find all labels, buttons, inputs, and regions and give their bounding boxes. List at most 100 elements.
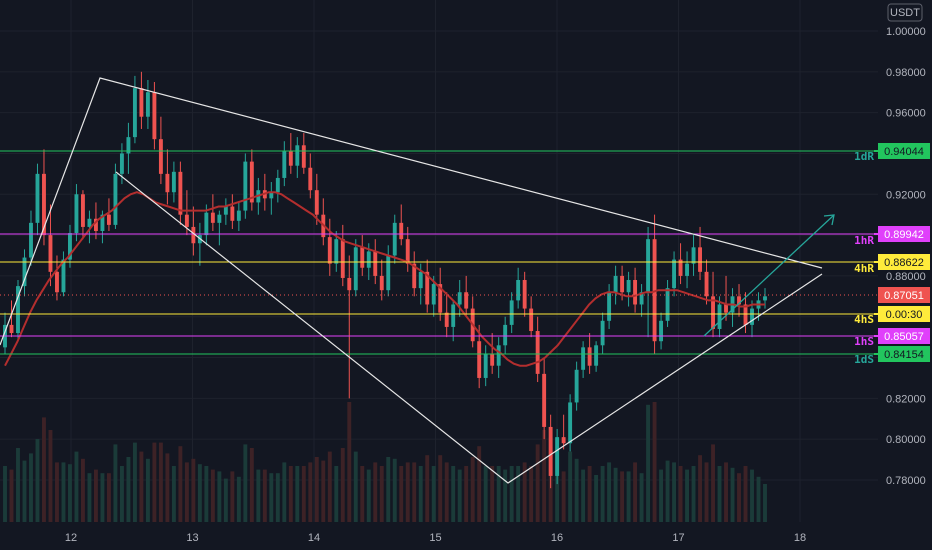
candle-body <box>334 239 339 264</box>
volume-bar <box>42 417 46 522</box>
volume-bar <box>587 466 592 522</box>
candle-body <box>301 145 306 168</box>
volume-bar <box>535 444 540 522</box>
candle-body <box>139 88 144 117</box>
candle-body <box>55 271 59 293</box>
level-badge <box>878 143 930 159</box>
candle-body <box>392 222 397 256</box>
volume-bar <box>509 466 514 522</box>
volume-bar <box>327 451 332 522</box>
candle-body <box>711 296 715 329</box>
candle-body <box>646 239 651 293</box>
candle-body <box>561 437 566 444</box>
candle-body <box>119 153 124 174</box>
volume-bar <box>425 455 430 522</box>
price-badges: 0.94044 0.89942 0.88622 0.00:30 0.85057 0.841… <box>874 143 930 362</box>
candle-body <box>412 263 417 289</box>
volume-bar <box>295 466 300 522</box>
level-badge-tick <box>874 313 878 315</box>
candle-body <box>698 247 702 272</box>
triangle-upper-drawing <box>0 77 823 346</box>
level-badge <box>878 328 930 344</box>
level-badge-value: 0.94044 <box>884 146 924 158</box>
volume-bar <box>243 444 248 522</box>
volume-bar <box>646 404 651 522</box>
y-tick-label: 0.98000 <box>886 67 926 79</box>
volume-bar <box>61 462 66 522</box>
candle-body <box>613 275 618 293</box>
volume-bar <box>360 466 365 522</box>
level-name-4hr: 4hR <box>854 262 874 275</box>
candle-body <box>418 271 423 289</box>
candle-body <box>204 212 209 236</box>
volume-bar <box>399 466 404 522</box>
candle-body <box>171 171 176 193</box>
candle-body <box>249 161 254 203</box>
candle-body <box>626 279 631 293</box>
volume-bar <box>314 457 319 522</box>
candle-body <box>93 218 98 232</box>
candle-body <box>496 345 501 366</box>
candle-body <box>61 259 66 293</box>
candle-body <box>217 214 222 223</box>
volume-bar <box>262 469 267 522</box>
candle-body <box>691 247 696 264</box>
candle-body <box>535 331 540 374</box>
volume-bar <box>574 458 579 522</box>
x-tick-label: 16 <box>551 532 563 544</box>
level-badge-tick <box>874 335 878 337</box>
volume-bar <box>672 462 677 522</box>
volume-bar <box>594 475 599 522</box>
volume-bar <box>665 460 670 522</box>
volume-bar <box>74 451 79 522</box>
volume-bar <box>165 453 170 522</box>
candle-body <box>68 233 72 260</box>
volume-bar <box>379 466 384 522</box>
candle-body <box>236 210 241 221</box>
candle-body <box>607 292 612 321</box>
volume-bar <box>204 466 209 522</box>
currency-label: USDT <box>890 7 920 19</box>
candle-body <box>81 194 85 227</box>
candle-body <box>87 218 92 227</box>
volume-bar <box>340 448 345 522</box>
candle-body <box>373 251 378 276</box>
volume-bar <box>659 469 664 522</box>
volume-bar <box>457 469 462 522</box>
volume-bar <box>503 469 508 522</box>
candle-body <box>483 353 488 378</box>
candle-body <box>113 173 118 225</box>
volume-bar <box>704 462 709 522</box>
volume-bar <box>230 471 235 522</box>
volume-bar <box>431 466 436 522</box>
volume-bar <box>529 466 534 522</box>
x-tick-label: 18 <box>794 532 806 544</box>
candle-body <box>152 92 157 140</box>
y-tick-label: 0.80000 <box>886 434 926 446</box>
volume-bar <box>711 444 715 522</box>
candle-body <box>724 304 728 313</box>
triangle-lower-drawing <box>115 171 823 484</box>
volume-bar <box>743 466 748 522</box>
volume-bar <box>29 453 33 522</box>
volume-bar <box>405 462 410 522</box>
time-axis[interactable]: 12 13 14 15 16 17 18 <box>65 532 806 544</box>
candle-body <box>451 304 456 327</box>
volume-bar <box>600 466 605 522</box>
candle-body <box>42 173 46 236</box>
volume-bar <box>249 448 254 522</box>
candle-body <box>516 279 521 301</box>
volume-bar <box>418 466 423 522</box>
candle-body <box>184 214 189 227</box>
volume-bar <box>100 473 105 522</box>
level-badge-tick <box>874 233 878 235</box>
level-name-1dr: 1dR <box>854 150 874 163</box>
volume-bar <box>613 467 618 522</box>
last-price-value: 0.87051 <box>884 290 924 302</box>
candle-body <box>347 277 352 291</box>
volume-bar <box>236 476 241 522</box>
candle-body <box>438 284 443 313</box>
candle-body <box>600 320 605 346</box>
volume-bar <box>87 473 92 522</box>
